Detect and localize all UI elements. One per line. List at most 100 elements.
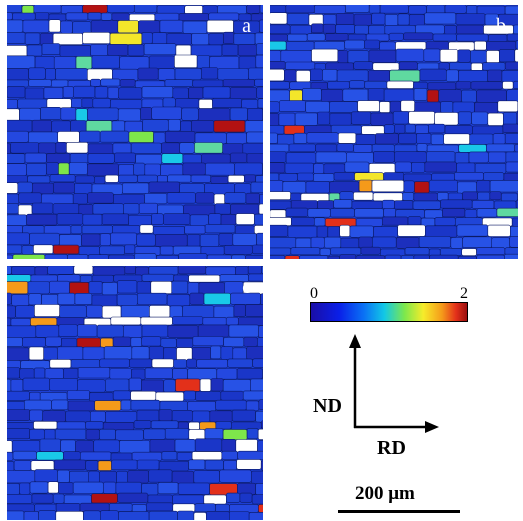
grain: [349, 80, 366, 89]
unindexed-region: [139, 224, 154, 234]
grain: [458, 144, 487, 153]
grain: [120, 399, 132, 411]
grain: [245, 254, 263, 259]
grain: [209, 410, 233, 423]
grain: [280, 49, 312, 64]
grain: [59, 305, 87, 318]
grain: [148, 510, 178, 520]
grain: [204, 459, 224, 471]
grain: [396, 237, 420, 249]
grain: [231, 409, 256, 422]
grain: [455, 13, 486, 26]
grain: [138, 20, 161, 34]
grain: [45, 67, 56, 81]
grain: [246, 428, 259, 440]
grain: [317, 200, 335, 210]
grain: [169, 305, 183, 319]
grain: [483, 172, 505, 181]
grain: [137, 292, 168, 305]
grain: [99, 358, 130, 368]
grain: [68, 162, 88, 175]
grain: [92, 203, 124, 215]
grain: [235, 266, 249, 276]
grain: [58, 482, 74, 495]
grain: [470, 50, 487, 64]
grain: [82, 213, 103, 226]
grain: [210, 378, 224, 392]
grain: [202, 316, 227, 326]
grain: [94, 86, 109, 99]
grain: [408, 14, 425, 26]
grain: [7, 461, 15, 472]
grain: [423, 48, 441, 62]
unindexed-region: [408, 111, 435, 125]
grain: [90, 410, 106, 423]
grain: [22, 19, 50, 33]
unindexed-region: [295, 70, 311, 83]
grain: [309, 68, 323, 81]
grain: [7, 55, 36, 69]
unindexed-region: [254, 225, 263, 235]
grain: [55, 503, 81, 512]
grain: [179, 142, 195, 154]
grain: [148, 55, 175, 69]
grain: [87, 163, 120, 177]
grain: [444, 125, 473, 135]
grain: [116, 470, 128, 484]
grain: [7, 254, 14, 259]
grain: [504, 133, 518, 144]
grain: [285, 41, 315, 51]
grain: [218, 233, 234, 246]
grain: [7, 153, 26, 164]
grain: [99, 428, 116, 440]
grain: [191, 33, 210, 46]
grain: [430, 133, 445, 145]
grain: [194, 438, 223, 452]
grain: [213, 305, 235, 319]
grain: [155, 234, 188, 247]
grain: [327, 255, 340, 259]
grain: [454, 152, 470, 164]
grain: [7, 470, 36, 484]
grain: [259, 5, 263, 14]
grain: [339, 254, 357, 259]
grain: [503, 172, 518, 182]
grain: [476, 5, 506, 15]
grain: [141, 379, 164, 393]
grain: [515, 40, 518, 50]
grain: [167, 174, 192, 183]
grain: [151, 106, 182, 120]
grain: [472, 125, 504, 135]
grain: [220, 390, 244, 401]
grain: [349, 225, 374, 238]
grain: [194, 142, 223, 154]
unindexed-region: [474, 40, 487, 51]
grain: [313, 217, 326, 227]
grain: [41, 43, 61, 55]
grain: [379, 41, 396, 51]
unindexed-region: [470, 62, 483, 71]
grain: [305, 181, 330, 194]
grain: [210, 345, 222, 360]
unindexed-region: [30, 460, 55, 471]
grain: [237, 450, 263, 460]
grain: [133, 162, 146, 176]
grain: [90, 78, 101, 87]
grain: [270, 151, 287, 163]
grain: [229, 107, 248, 121]
grain: [141, 273, 175, 282]
grain: [323, 236, 342, 249]
grain: [384, 254, 402, 259]
grain: [172, 87, 189, 100]
grain: [123, 325, 143, 338]
grain: [466, 5, 478, 15]
grain: [55, 142, 67, 154]
grain: [204, 224, 236, 234]
grain: [372, 236, 397, 249]
grain: [90, 20, 119, 34]
grain: [383, 172, 404, 181]
grain: [191, 120, 215, 133]
grain: [330, 247, 362, 256]
unindexed-region: [172, 503, 196, 513]
grain: [157, 482, 179, 495]
